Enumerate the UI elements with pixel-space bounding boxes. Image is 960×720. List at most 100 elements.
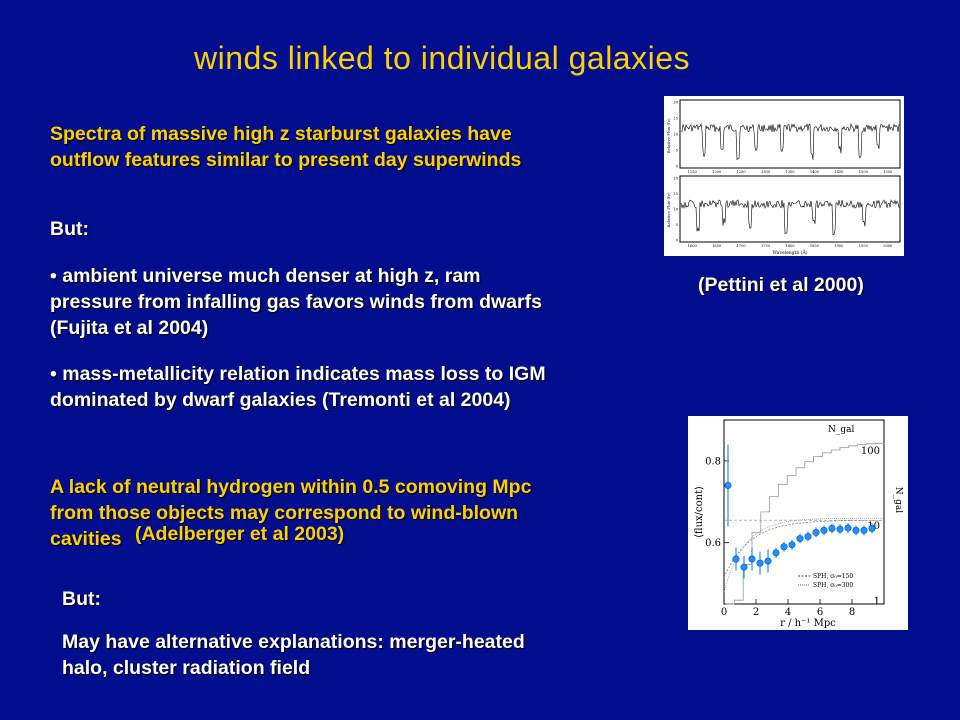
top-panel-frame: [679, 99, 901, 169]
bullet-mass-metallicity: • mass-metallicity relation indicates ma…: [50, 361, 546, 413]
y2-tick-label: 100: [861, 446, 880, 457]
data-point: [844, 524, 852, 532]
data-point: [772, 549, 780, 557]
spectrum-svg: 1150 1200 1250 1300 1350 1400 1450 1500 15502015…: [666, 99, 901, 256]
bottom-spectrum-line: [680, 199, 900, 236]
bullet2-line-1: • mass-metallicity relation indicates ma…: [50, 363, 546, 385]
bottom-xtick-label: 1650: [712, 244, 722, 248]
but-label-1: But:: [50, 218, 89, 240]
x-tick-label: 6: [817, 607, 823, 618]
legend-label-150: SPH, σ₀=150: [813, 573, 853, 580]
legend-label-300: SPH, σ₀=300: [813, 582, 853, 589]
top-ytick-label: 5: [676, 147, 679, 152]
data-point: [796, 535, 804, 543]
data-point: [732, 555, 740, 563]
bottom-panel-frame: [679, 175, 901, 243]
pettini-citation: (Pettini et al 2000): [698, 274, 864, 296]
flux-xlabel: r / h⁻¹ Mpc: [780, 618, 836, 629]
top-ticks: 1150 1200 1250 1300 1350 1400 1450 1500 15502015…: [673, 99, 893, 174]
bottom-ticks: 1600 1650 1700 1750 1800 1850 1900 1950 2000 20 15…: [673, 175, 893, 248]
flux-ylabel: ⟨flux/cont⟩: [694, 486, 705, 538]
bullet1-line-2: pressure from infalling gas favors winds…: [50, 291, 542, 313]
data-point: [812, 528, 820, 536]
y2-tick-label: 1: [874, 596, 880, 607]
ngal-step-curve: [725, 442, 885, 605]
y-tick-label: 0.8: [705, 456, 721, 467]
spectrum-figure: 1150 1200 1250 1300 1350 1400 1450 1500 1550 20 15…: [664, 96, 904, 256]
top-xtick-label: 1250: [737, 170, 747, 174]
bottom-ytick-label: 5: [676, 222, 679, 227]
bottom-xtick-label: 1700: [737, 244, 747, 248]
bottom-ytick-label: 20: [673, 175, 678, 180]
x-tick-label: 8: [849, 607, 855, 618]
lack-line-3-text: cavities: [50, 528, 122, 550]
lack-line-3: cavities (Adelberger et al 2003): [50, 523, 531, 552]
alternative-explanations-text: May have alternative explanations: merge…: [62, 629, 525, 681]
top-ytick-label: 10: [673, 131, 678, 136]
top-ytick-label: 20: [673, 99, 678, 104]
data-point: [828, 524, 836, 532]
bullet1-line-1: • ambient universe much denser at high z…: [50, 265, 481, 287]
bottom-ytick-label: 0: [676, 237, 679, 242]
but-label-2: But:: [62, 588, 101, 610]
spectra-text-line-2: outflow features similar to present day …: [50, 149, 522, 171]
x-tick-label: 2: [753, 607, 759, 618]
data-point: [868, 524, 876, 532]
top-xtick-label: 1150: [688, 170, 698, 174]
y-tick-label: 0.6: [705, 538, 721, 549]
bottom-xtick-label: 1800: [785, 244, 795, 248]
spectra-text: Spectra of massive high z starburst gala…: [50, 121, 521, 173]
bottom-xtick-label: 1850: [810, 244, 820, 248]
bottom-ylabel: Relative Flux (fν): [666, 192, 671, 227]
top-xtick-label: 1450: [834, 170, 844, 174]
ngal-curve-label: N_gal: [828, 425, 855, 435]
flux-plot-frame: [723, 419, 885, 605]
data-point: [836, 525, 844, 533]
top-ylabel: Relative Flux (fν): [666, 118, 671, 153]
data-point: [724, 481, 732, 489]
bottom-xtick-label: 1750: [761, 244, 771, 248]
top-ytick-label: 0: [676, 163, 679, 168]
sph-model-150-curve: [723, 519, 884, 578]
top-xtick-label: 1300: [761, 170, 771, 174]
data-point: [788, 541, 796, 549]
x-tick-label: 0: [721, 607, 727, 618]
bottom-ytick-label: 15: [673, 191, 678, 196]
data-point: [756, 559, 764, 567]
top-xtick-label: 1500: [859, 170, 869, 174]
lack-line-2: from those objects may correspond to win…: [50, 502, 519, 524]
alt-line-2: halo, cluster radiation field: [62, 657, 311, 679]
flux-chart: ⟨flux/cont⟩ r / h⁻¹ Mpc N_gal N_gal 0 2 4 6…: [688, 416, 908, 630]
data-point: [780, 543, 788, 551]
bottom-xtick-label: 1950: [859, 244, 869, 248]
bullet1-line-3: (Fujita et al 2004): [50, 317, 209, 339]
neutral-hydrogen-text: A lack of neutral hydrogen within 0.5 co…: [50, 474, 531, 552]
top-ytick-label: 15: [673, 115, 678, 120]
spectrum-xlabel: Wavelength (Å): [773, 248, 808, 256]
x-tick-label: 4: [785, 607, 791, 618]
data-point: [748, 555, 756, 563]
slide-title: winds linked to individual galaxies: [194, 40, 690, 76]
adelberger-citation: (Adelberger et al 2003): [134, 523, 345, 545]
bottom-xtick-label: 1600: [688, 244, 698, 248]
bottom-ytick-label: 10: [673, 206, 678, 211]
data-point: [740, 563, 748, 571]
top-xtick-label: 1200: [712, 170, 722, 174]
top-xtick-label: 1550: [883, 170, 893, 174]
alt-line-1: May have alternative explanations: merge…: [62, 631, 525, 653]
top-xtick-label: 1350: [785, 170, 795, 174]
data-point: [820, 526, 828, 534]
bottom-xtick-label: 2000: [883, 244, 893, 248]
ngal-axis-label: N_gal: [893, 487, 903, 514]
data-point: [852, 526, 860, 534]
bullet-infalling-gas: • ambient universe much denser at high z…: [50, 263, 542, 341]
bottom-xtick-label: 1900: [834, 244, 844, 248]
data-point: [860, 526, 868, 534]
lack-line-1: A lack of neutral hydrogen within 0.5 co…: [50, 476, 532, 498]
flux-chart-svg: ⟨flux/cont⟩ r / h⁻¹ Mpc N_gal N_gal 0 2 4 6…: [694, 419, 903, 629]
data-point: [764, 557, 772, 565]
top-spectrum-line: [680, 122, 900, 161]
data-point: [804, 533, 812, 541]
